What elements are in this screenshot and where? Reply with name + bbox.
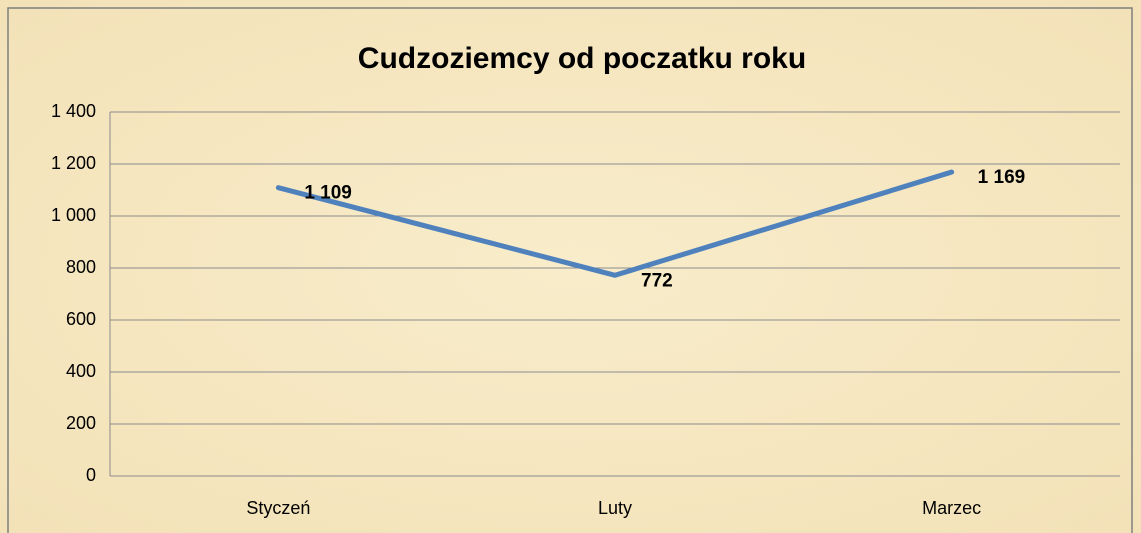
data-line: [275, 169, 955, 278]
y-tick-label: 0: [86, 465, 96, 485]
y-tick-label: 600: [66, 309, 96, 329]
y-tick-label: 1 000: [51, 205, 96, 225]
chart-title: Cudzoziemcy od poczatku roku: [358, 42, 806, 75]
x-tick-label: Marzec: [922, 498, 981, 518]
y-tick-label: 1 400: [51, 101, 96, 121]
chart-frame: [7, 7, 1133, 533]
x-tick-label: Styczeń: [246, 498, 310, 518]
y-tick-label: 800: [66, 257, 96, 277]
y-tick-label: 400: [66, 361, 96, 381]
y-tick-label: 1 200: [51, 153, 96, 173]
data-label: 1 109: [304, 183, 352, 204]
y-tick-label: 200: [66, 413, 96, 433]
data-label: 1 169: [978, 167, 1026, 188]
data-label: 772: [641, 270, 673, 291]
x-tick-label: Luty: [598, 498, 632, 518]
